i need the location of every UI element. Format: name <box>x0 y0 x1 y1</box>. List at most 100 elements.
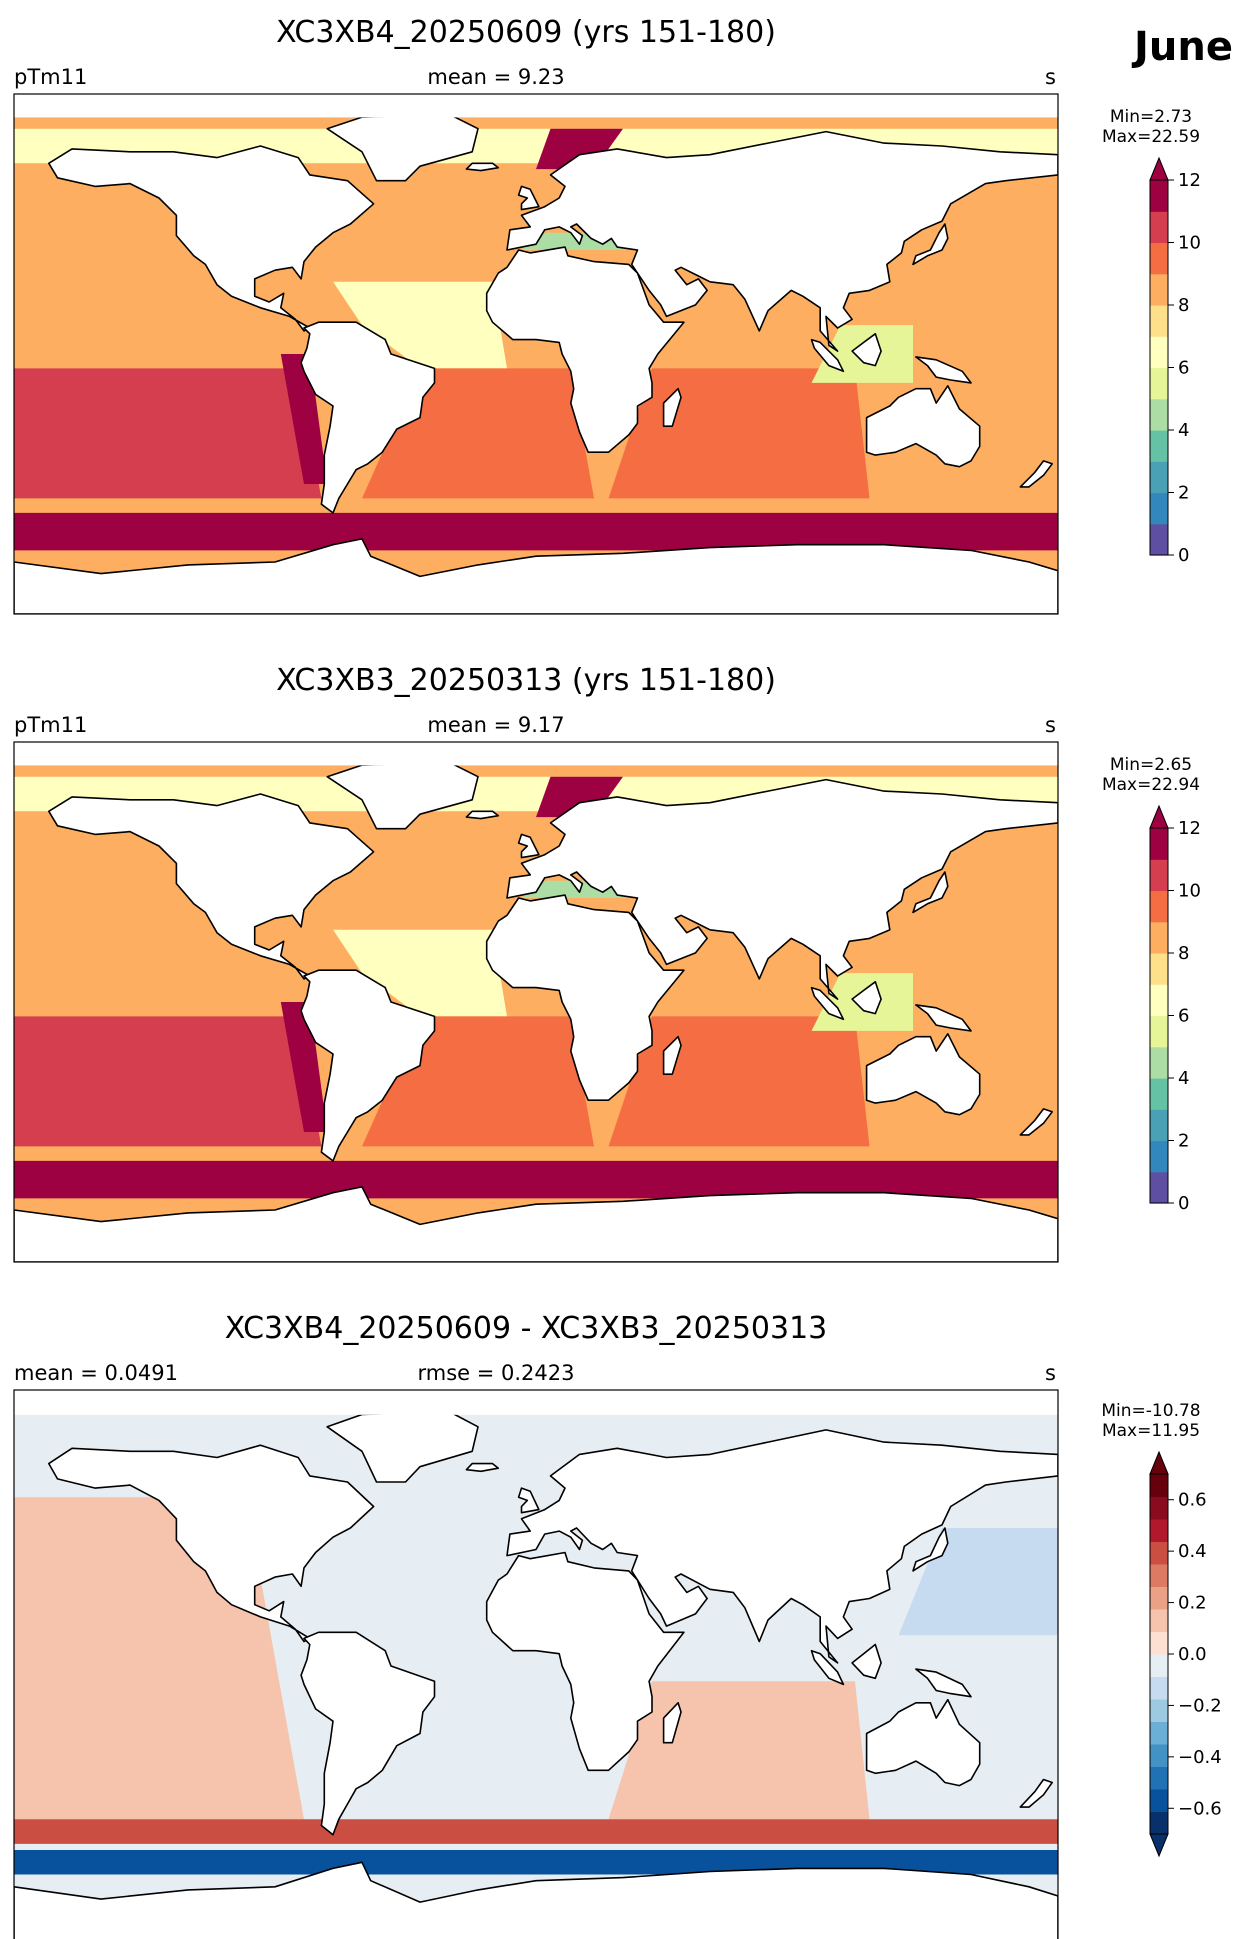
panel-left-label: mean = 0.0491 <box>14 1361 178 1385</box>
colorbar-segment <box>1150 1789 1168 1812</box>
land-antarctica <box>14 1861 1058 1939</box>
colorbar-segment <box>1150 461 1168 494</box>
colorbar-segment <box>1150 1721 1168 1745</box>
land-eurasia <box>506 778 1058 1000</box>
colorbar-tick-label: 6 <box>1178 358 1189 379</box>
colorbar-segment <box>1150 921 1168 954</box>
colorbar-segment <box>1150 828 1168 860</box>
land-sumatra <box>810 338 845 373</box>
land-japan <box>912 223 949 266</box>
colorbar-tick-label: −0.2 <box>1178 1695 1222 1716</box>
land-eurasia <box>506 1429 1058 1664</box>
colorbar-segment <box>1150 273 1168 306</box>
land-north-america <box>47 145 375 332</box>
region-humboldt-coast <box>280 354 328 484</box>
land-uk <box>517 1487 540 1514</box>
land-greenland <box>326 761 479 830</box>
colorbar-segment <box>1150 984 1168 1017</box>
land-sumatra <box>810 986 845 1021</box>
colorbar-extend-min <box>1149 1833 1169 1858</box>
region-tropical-atlantic <box>333 929 507 1017</box>
region-tropical-atlantic <box>333 281 507 369</box>
colorbar-segment <box>1150 367 1168 400</box>
region-southern-ocean <box>14 1819 1058 1844</box>
colorbar-segment <box>1150 1676 1168 1700</box>
panel-unit-label: s <box>1045 713 1056 737</box>
land-north-america <box>47 793 375 980</box>
colorbar-segment <box>1150 1140 1168 1173</box>
land-antarctica <box>14 1186 1058 1262</box>
panel-left-label: pTm11 <box>14 65 87 89</box>
colorbar-segment <box>1150 1171 1168 1204</box>
land-borneo <box>851 1643 882 1680</box>
land-uk <box>517 833 540 859</box>
colorbar-segment <box>1150 1109 1168 1142</box>
land-uk <box>517 185 540 211</box>
stat-max: Max=22.94 <box>1102 775 1200 795</box>
colorbar-tick-label: 4 <box>1178 1068 1189 1089</box>
map-field <box>14 94 1058 614</box>
arctic-land <box>14 742 1058 766</box>
land-new-zealand <box>1019 1778 1053 1808</box>
month-label: June <box>1134 24 1233 70</box>
panel-center-label: rmse = 0.2423 <box>417 1361 574 1385</box>
colorbar-segment <box>1150 1541 1168 1565</box>
region-south-pacific <box>14 1016 322 1147</box>
colorbar-segment <box>1150 1078 1168 1110</box>
colorbar-segment <box>1150 492 1168 525</box>
region-south-pacific <box>14 368 322 499</box>
region-southern-ocean-belt <box>14 512 1058 551</box>
stat-max: Max=11.95 <box>1102 1421 1200 1441</box>
colorbar-tick-label: −0.4 <box>1178 1747 1222 1768</box>
land-new-zealand <box>1019 1108 1053 1136</box>
land-australia <box>865 1698 981 1787</box>
land-sumatra <box>810 1649 845 1686</box>
colorbar-segment <box>1150 523 1168 556</box>
colorbar-tick-label: 2 <box>1178 483 1189 504</box>
map-frame <box>13 741 1059 1263</box>
colorbar-tick-label: 0.4 <box>1178 1541 1207 1562</box>
land-africa <box>485 246 685 454</box>
colorbar-extend-max <box>1149 156 1169 181</box>
map-field <box>14 742 1058 1262</box>
panel-center-label: mean = 9.23 <box>427 65 564 89</box>
land-madagascar <box>662 1035 682 1075</box>
land-africa <box>485 894 685 1101</box>
colorbar-tick-label: 8 <box>1178 295 1189 316</box>
land-north-america <box>47 1444 375 1643</box>
land-new-zealand <box>1019 460 1053 488</box>
colorbar-tick-label: 0 <box>1178 545 1189 566</box>
land-new-guinea <box>915 1004 972 1032</box>
land-iceland <box>465 810 500 820</box>
colorbar-tick-label: 0.2 <box>1178 1593 1207 1614</box>
colorbar-tick-label: 0 <box>1178 1193 1189 1214</box>
colorbar-tick-label: 12 <box>1178 818 1201 839</box>
colorbar-extend-max <box>1149 804 1169 829</box>
colorbar-segment <box>1150 398 1168 431</box>
colorbar-segment <box>1150 1046 1168 1079</box>
colorbar-tick-label: 12 <box>1178 170 1201 191</box>
colorbar-tick-label: 10 <box>1178 881 1201 902</box>
colorbar-segment <box>1150 1474 1168 1497</box>
stat-max: Max=22.59 <box>1102 127 1200 147</box>
colorbar-segment <box>1150 305 1168 337</box>
panel-unit-label: s <box>1045 65 1056 89</box>
region-southern-ocean-belt <box>14 1160 1058 1199</box>
colorbar-segment <box>1150 890 1168 923</box>
colorbar-segment <box>1150 1654 1168 1677</box>
land-south-america <box>300 1631 436 1836</box>
colorbar-tick-label: −0.6 <box>1178 1798 1222 1819</box>
colorbar-segment <box>1150 1586 1168 1610</box>
colorbar-tick-label: 8 <box>1178 943 1189 964</box>
map-frame <box>13 93 1059 615</box>
colorbar-segment <box>1150 211 1168 244</box>
colorbar-tick-label: 0.6 <box>1178 1490 1207 1511</box>
colorbar-segment <box>1150 859 1168 892</box>
stat-min: Min=2.65 <box>1110 755 1192 775</box>
land-south-america <box>300 969 436 1162</box>
colorbar-segment <box>1150 180 1168 212</box>
land-greenland <box>326 1410 479 1483</box>
colorbar-segment <box>1150 1519 1168 1542</box>
colorbar-segment <box>1150 336 1168 369</box>
